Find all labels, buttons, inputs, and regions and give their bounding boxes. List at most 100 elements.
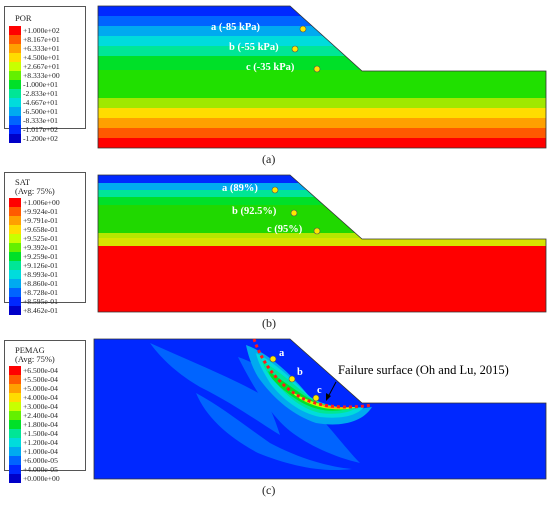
point-c-marker [312,394,320,402]
legend-value: -1.017e+02 [23,125,58,134]
legend-pemag: PEMAG (Avg: 75%) +6.500e-04 +5.500e-04 +5.… [4,340,86,483]
legend-row: +8.728e-01 [9,288,58,297]
legend-swatch [9,53,21,62]
band-por-12 [98,138,546,148]
slope-model-saturation [97,174,547,313]
legend-swatch [9,252,21,261]
point-a-label: a (-85 kPa) [211,22,260,33]
legend-value: +1.006e+00 [23,198,60,207]
band-por-9 [98,108,546,118]
legend-swatch [9,288,21,297]
legend-row: -8.333e+01 [9,116,58,125]
legend-swatch [9,207,21,216]
legend-swatch [9,44,21,53]
legend-row: -1.000e+01 [9,80,58,89]
legend-title: PEMAG [15,345,45,355]
legend-swatch [9,35,21,44]
legend-row: +9.259e-01 [9,252,58,261]
legend-value: +2.400e-04 [23,411,58,420]
slope-model-plastic-strain [93,338,547,480]
band-por-1 [98,6,546,16]
legend-swatch [9,402,21,411]
legend-title: SAT [15,177,31,187]
legend-swatch [9,420,21,429]
legend-value: -1.200e+02 [23,134,58,143]
band-sat-6 [98,233,546,238]
legend-row: +8.860e-01 [9,279,58,288]
band-sat-3 [98,190,546,197]
legend-swatch [9,447,21,456]
legend-swatch [9,89,21,98]
band-por-2 [98,16,546,26]
legend-swatch [9,116,21,125]
band-por-11 [98,128,546,138]
legend-row: +0.000e+00 [9,474,60,483]
failure-surface-arrowhead [326,393,331,401]
legend-value: +9.791e-01 [23,216,58,225]
point-c-label: c (-35 kPa) [246,62,295,73]
legend-sat: SAT (Avg: 75%) +1.006e+00 +9.924e-01 +9.79… [4,172,86,315]
legend-value: -1.000e+01 [23,80,58,89]
contour-streak-upper [150,343,280,435]
panel-a: POR +1.000e+02 +8.167e+01 +6.333e+01 +4.500… [0,0,550,170]
legend-swatch [9,306,21,315]
legend-value: -8.333e+01 [23,116,58,125]
band-por-5 [98,46,546,56]
legend-swatch [9,465,21,474]
legend-swatch [9,429,21,438]
point-c-label: c (95%) [267,224,303,235]
legend-row: -2.833e+01 [9,89,58,98]
caption-c: (c) [262,483,276,497]
legend-row: +8.167e+01 [9,35,60,44]
legend-value: -6.500e+01 [23,107,58,116]
legend-value: +6.333e+01 [23,44,60,53]
legend-swatch [9,366,21,375]
band-sat-5 [98,205,546,233]
legend-value: +9.924e-01 [23,207,58,216]
point-a-label: a [279,348,285,359]
legend-row: +5.500e-04 [9,375,58,384]
legend-value: +8.728e-01 [23,288,58,297]
point-c-label: c [317,385,322,396]
legend-value: +8.333e+00 [23,71,60,80]
band-por-4 [98,36,546,46]
legend-row: +4.000e-04 [9,393,58,402]
band-por-3 [98,26,546,36]
legend-swatch [9,474,21,483]
slope-outline [97,174,547,313]
legend-row: +9.392e-01 [9,243,58,252]
contour-lobe-1 [246,345,372,425]
band-por-6 [98,56,546,70]
legend-swatch [9,270,21,279]
legend-value: +6.500e-04 [23,366,58,375]
legend-row: +1.000e+02 [9,26,60,35]
legend-row: +1.000e-04 [9,447,58,456]
legend-swatch [9,225,21,234]
legend-swatch [9,107,21,116]
point-b-marker [288,375,296,383]
legend-swatch [9,243,21,252]
point-b-marker [290,209,298,217]
legend-swatch [9,234,21,243]
legend-swatch [9,134,21,143]
legend-row: +9.658e-01 [9,225,58,234]
legend-swatch [9,456,21,465]
point-c-marker [313,65,321,73]
legend-row: +1.006e+00 [9,198,60,207]
legend-swatch [9,438,21,447]
slope-outline [97,5,547,149]
legend-row: +8.333e+00 [9,71,60,80]
legend-row: +9.525e-01 [9,234,58,243]
caption-a: (a) [262,152,276,166]
legend-row: +6.333e+01 [9,44,60,53]
legend-row: +8.595e-01 [9,297,58,306]
point-b-label: b [297,367,303,378]
legend-swatch [9,198,21,207]
legend-value: +8.860e-01 [23,279,58,288]
band-sat-2 [98,183,546,190]
legend-value: +6.000e-05 [23,456,58,465]
legend-value: +2.667e+01 [23,62,60,71]
legend-swatch [9,393,21,402]
failure-surface-label: Failure surface (Oh and Lu, 2015) [338,363,509,377]
legend-value: +5.000e-04 [23,384,58,393]
